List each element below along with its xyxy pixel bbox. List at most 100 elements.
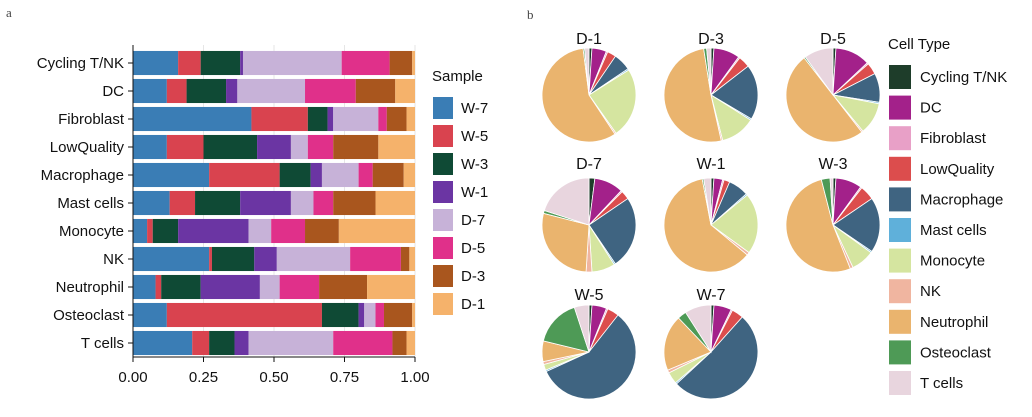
y-category-label: Neutrophil	[56, 279, 124, 296]
pie-title: D-1	[576, 31, 602, 48]
pie-slice-w-5-t-cells	[573, 304, 590, 353]
stacked-bar-chart: Cycling T/NK DC Fibroblast LowQuality Macrop…	[37, 45, 488, 386]
legend-swatch-osteoclast	[889, 340, 911, 365]
pie-slice-w-1-monocyte	[710, 194, 759, 254]
cell-type-legend-title: Cell Type	[888, 36, 950, 53]
bar-segment-neutrophil-w-1	[200, 274, 260, 300]
bar-segment-cycling-t-nk-d-7	[242, 50, 342, 76]
bar-segment-osteoclast-w-3	[321, 302, 359, 328]
pie-slice-w-5-macrophage	[545, 314, 637, 400]
legend-swatch-mast-cells	[889, 218, 911, 242]
bar-segment-nk-w-7	[133, 246, 210, 272]
bar-segment-t-cells-w-5	[192, 330, 210, 356]
legend-label-neutrophil: Neutrophil	[920, 314, 988, 331]
legend-swatch-d-5	[433, 237, 453, 259]
y-category-label: T cells	[81, 335, 124, 352]
bar-segment-osteoclast-d-5	[375, 302, 384, 328]
bar-segment-lowquality-d-7	[290, 134, 308, 160]
bar-segment-mast-cells-w-5	[169, 190, 196, 216]
pie-title: D-7	[576, 156, 602, 173]
bar-segment-fibroblast-d-5	[378, 106, 387, 132]
pie-title: W-3	[818, 156, 847, 173]
bar-segment-osteoclast-w-7	[133, 302, 167, 328]
bar-segment-mast-cells-w-1	[240, 190, 291, 216]
cell-type-legend: Cell Type Cycling T/NK DC Fibroblast LowQual…	[888, 36, 1007, 395]
x-tick-label: 0.50	[259, 369, 288, 386]
legend-label-w-5: W-5	[461, 128, 488, 145]
bar-segment-dc-d-3	[355, 78, 396, 104]
bar-segment-osteoclast-w-5	[166, 302, 322, 328]
legend-label-d-3: D-3	[461, 268, 485, 285]
bar-segment-monocyte-w-1	[178, 218, 249, 244]
bar-segment-neutrophil-d-1	[367, 274, 415, 300]
bar-segment-monocyte-d-7	[248, 218, 272, 244]
pie-slice-d-3-neutrophil	[663, 48, 722, 143]
y-category-label: Mast cells	[57, 195, 124, 212]
bar-segment-osteoclast-d-3	[383, 302, 413, 328]
bar-segment-nk-w-3	[211, 246, 255, 272]
y-category-label: Monocyte	[59, 223, 124, 240]
legend-swatch-cycling-t-nk	[889, 65, 911, 89]
y-category-label: NK	[103, 251, 124, 268]
y-category-label: LowQuality	[50, 139, 125, 156]
bar-segment-monocyte-w-5	[147, 218, 153, 244]
bar-segment-mast-cells-d-7	[290, 190, 314, 216]
legend-label-macrophage: Macrophage	[920, 191, 1003, 208]
bar-segment-fibroblast-d-7	[333, 106, 379, 132]
legend-label-dc: DC	[920, 100, 942, 117]
bar-segment-macrophage-d-5	[358, 162, 373, 188]
pie-slice-w-3-macrophage	[832, 198, 881, 252]
bar-segment-mast-cells-w-3	[195, 190, 241, 216]
bar-segment-cycling-t-nk-d-3	[389, 50, 413, 76]
bar-segment-mast-cells-d-1	[375, 190, 415, 216]
y-category-label: Cycling T/NK	[37, 55, 124, 72]
bar-segment-lowquality-d-3	[333, 134, 379, 160]
y-category-label: Osteoclast	[53, 307, 125, 324]
x-tick-label: 0.00	[118, 369, 147, 386]
legend-swatch-fibroblast	[889, 126, 911, 151]
legend-label-lowquality: LowQuality	[920, 161, 995, 178]
bar-segment-macrophage-w-5	[209, 162, 280, 188]
bar-segment-osteoclast-d-7	[364, 302, 376, 328]
bar-segment-lowquality-d-5	[307, 134, 334, 160]
legend-label-cycling-t-nk: Cycling T/NK	[920, 69, 1007, 86]
bar-segment-t-cells-d-1	[406, 330, 415, 356]
bar-segment-monocyte-d-1	[338, 218, 415, 244]
bar-segment-mast-cells-d-5	[313, 190, 334, 216]
bar-segment-cycling-t-nk-d-1	[412, 50, 415, 76]
pie-slice-d-3-macrophage	[710, 65, 759, 120]
panel-b-label: b	[527, 7, 534, 22]
legend-label-w-1: W-1	[461, 184, 488, 201]
bar-segment-osteoclast-w-1	[358, 302, 365, 328]
bar-segment-lowquality-w-7	[133, 134, 167, 160]
legend-swatch-macrophage	[889, 187, 911, 212]
bar-segment-t-cells-d-5	[333, 330, 393, 356]
sample-legend-title: Sample	[432, 68, 483, 85]
pie-w-7: W-7	[663, 287, 759, 400]
legend-swatch-d-7	[433, 209, 453, 231]
pie-slice-d-1-monocyte	[588, 69, 637, 134]
bar-segment-macrophage-w-3	[279, 162, 311, 188]
bar-segment-fibroblast-d-1	[406, 106, 415, 132]
pie-slice-d-1-t-cells	[584, 47, 590, 96]
bar-segment-t-cells-w-7	[133, 330, 193, 356]
sample-legend: Sample W-7 W-5 W-3 W-1 D-7 D-5 D-3 D-1	[432, 68, 488, 315]
legend-swatch-monocyte	[889, 248, 911, 273]
legend-label-monocyte: Monocyte	[920, 253, 985, 270]
legend-swatch-d-3	[433, 265, 453, 287]
bar-segment-neutrophil-w-3	[161, 274, 201, 300]
bar-segment-dc-d-5	[305, 78, 356, 104]
y-category-label: Fibroblast	[58, 111, 125, 128]
bar-segment-neutrophil-w-7	[133, 274, 156, 300]
legend-label-d-7: D-7	[461, 212, 485, 229]
bar-segment-cycling-t-nk-w-7	[133, 50, 179, 76]
bar-segment-fibroblast-d-3	[386, 106, 407, 132]
pie-title: D-3	[698, 31, 724, 48]
bar-segment-macrophage-w-7	[133, 162, 210, 188]
pie-w-5: W-5	[541, 287, 637, 400]
x-tick-label: 1.00	[400, 369, 429, 386]
bar-segment-monocyte-w-3	[152, 218, 179, 244]
legend-label-w-3: W-3	[461, 156, 488, 173]
pie-title: D-5	[820, 31, 846, 48]
pie-title: W-1	[696, 156, 725, 173]
